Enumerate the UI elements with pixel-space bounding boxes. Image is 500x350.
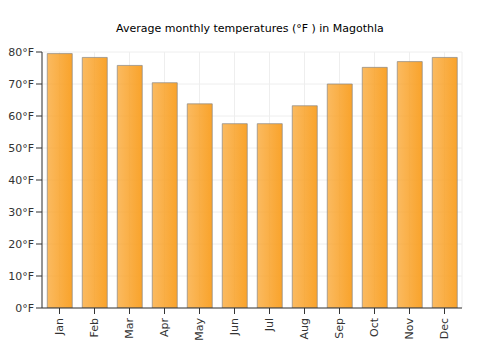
svg-text:Oct: Oct bbox=[368, 317, 381, 337]
html-text:Average monthly temperatures (: Average monthly temperatures (°F ) in Ma… bbox=[116, 22, 384, 35]
svg-text:Jul: Jul bbox=[263, 318, 276, 332]
svg-text:Nov: Nov bbox=[403, 318, 416, 340]
svg-text:Jan: Jan bbox=[53, 318, 66, 336]
svg-text:40°F: 40°F bbox=[8, 174, 34, 187]
svg-text:50°F: 50°F bbox=[8, 142, 34, 155]
svg-text:0°F: 0°F bbox=[15, 302, 34, 315]
svg-text:60°F: 60°F bbox=[8, 110, 34, 123]
svg-text:Sep: Sep bbox=[333, 318, 346, 339]
svg-text:30°F: 30°F bbox=[8, 206, 34, 219]
svg-text:Mar: Mar bbox=[123, 318, 136, 339]
svg-text:May: May bbox=[193, 318, 206, 341]
svg-text:Aug: Aug bbox=[298, 318, 311, 339]
svg-text:20°F: 20°F bbox=[8, 238, 34, 251]
svg-text:Apr: Apr bbox=[158, 318, 171, 338]
svg-text:70°F: 70°F bbox=[8, 78, 34, 91]
svg-text:Feb: Feb bbox=[88, 318, 101, 337]
svg-text:Dec: Dec bbox=[438, 318, 451, 339]
svg-text:10°F: 10°F bbox=[8, 270, 34, 283]
svg-text:Jun: Jun bbox=[228, 318, 241, 336]
svg-text:80°F: 80°F bbox=[8, 46, 34, 59]
